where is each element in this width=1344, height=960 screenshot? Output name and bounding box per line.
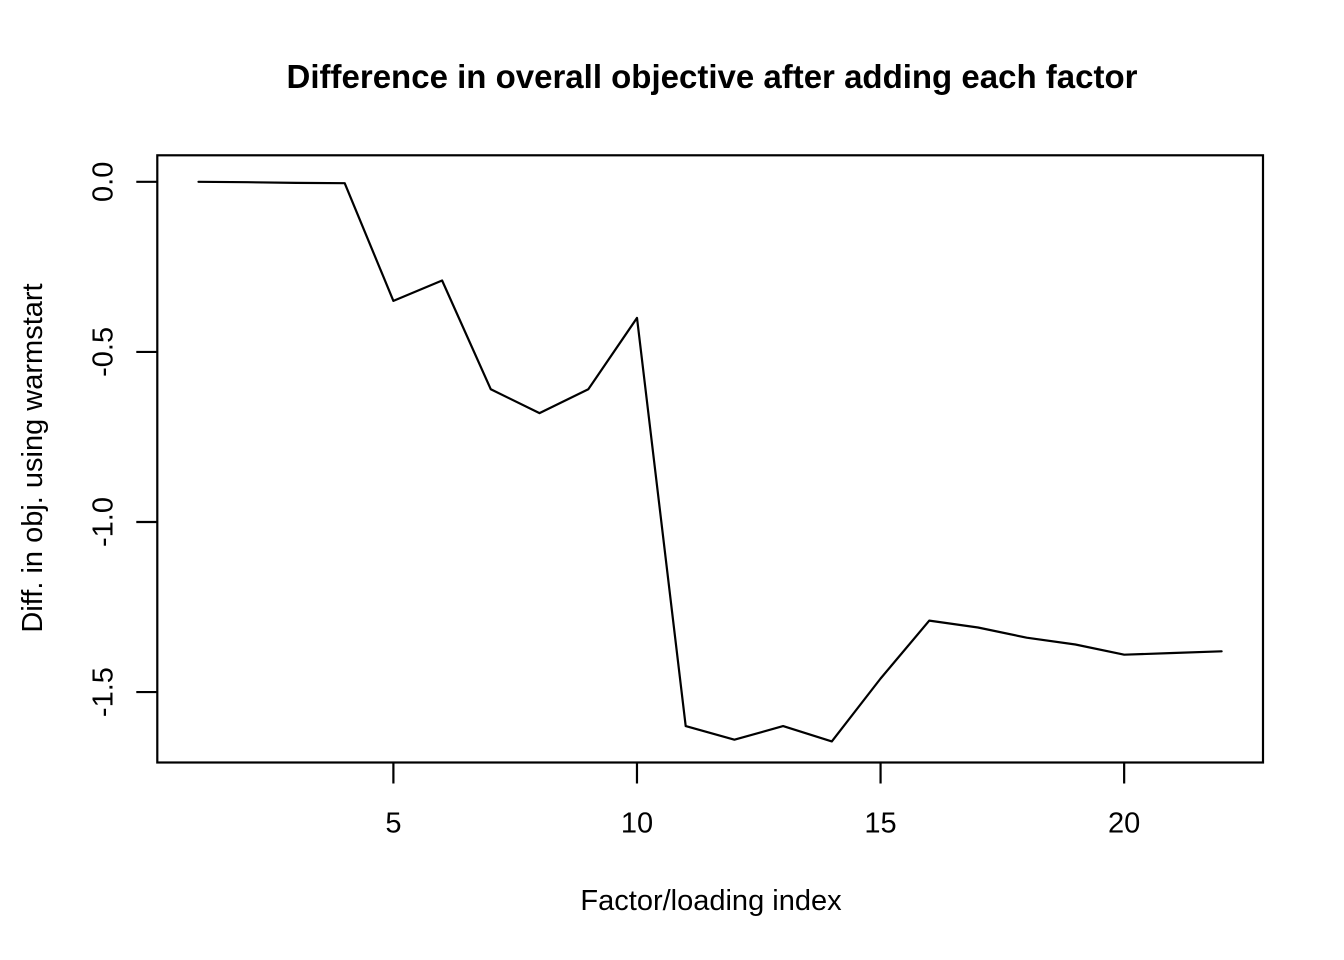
y-axis-tick-label: -0.5 xyxy=(87,327,119,377)
x-axis-tick-label: 10 xyxy=(621,808,653,840)
x-axis-tick-label: 20 xyxy=(1108,808,1140,840)
data-line xyxy=(197,180,1223,743)
chart-title: Difference in overall objective after ad… xyxy=(287,58,1138,95)
plot-box xyxy=(156,154,1265,764)
y-axis-tick-label: 0.0 xyxy=(87,162,119,202)
y-axis-label: Diff. in obj. using warmstart xyxy=(17,283,49,632)
x-axis-tick-label: 5 xyxy=(385,808,401,840)
plot-area: 5 10 15 20 0.0 -0.5 -1.0 -1.5 xyxy=(87,154,1265,840)
x-axis-label: Factor/loading index xyxy=(580,885,842,917)
y-axis-tick-label: -1.0 xyxy=(87,497,119,547)
y-axis-tick-label: -1.5 xyxy=(87,667,119,717)
x-axis-tick-label: 15 xyxy=(864,808,896,840)
